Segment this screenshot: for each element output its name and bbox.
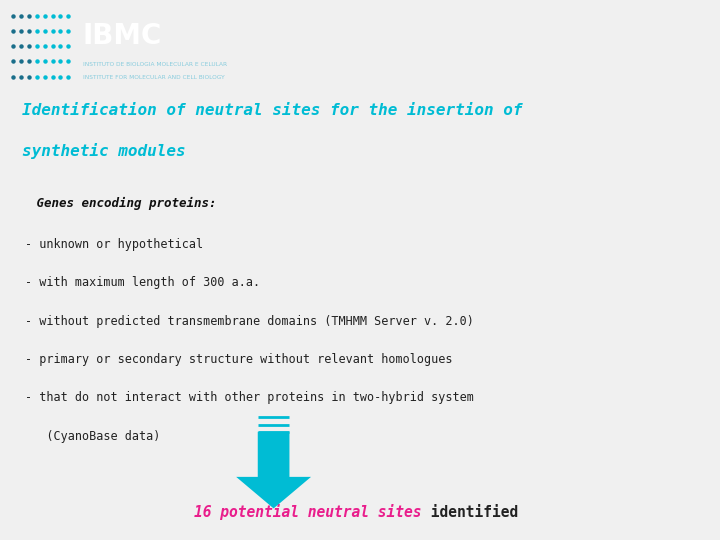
Text: - primary or secondary structure without relevant homologues: - primary or secondary structure without… (25, 353, 453, 366)
Text: INSTITUTE FOR MOLECULAR AND CELL BIOLOGY: INSTITUTE FOR MOLECULAR AND CELL BIOLOGY (83, 75, 225, 80)
Text: Genes encoding proteins:: Genes encoding proteins: (29, 197, 216, 211)
Text: - unknown or hypothetical: - unknown or hypothetical (25, 238, 203, 251)
Polygon shape (236, 432, 311, 509)
Text: IBMC: IBMC (83, 22, 162, 50)
Text: - without predicted transmembrane domains (TMHMM Server v. 2.0): - without predicted transmembrane domain… (25, 314, 474, 328)
Text: Identification of neutral sites for the insertion of: Identification of neutral sites for the … (22, 103, 522, 118)
Text: - with maximum length of 300 a.a.: - with maximum length of 300 a.a. (25, 276, 261, 289)
Text: - that do not interact with other proteins in two-hybrid system: - that do not interact with other protei… (25, 391, 474, 404)
Text: synthetic modules: synthetic modules (22, 143, 185, 159)
Text: identified: identified (422, 505, 518, 519)
Text: 16 potential neutral sites: 16 potential neutral sites (194, 504, 422, 519)
Text: (CyanoBase data): (CyanoBase data) (25, 429, 161, 442)
Text: INSTITUTO DE BIOLOGIA MOLECULAR E CELULAR: INSTITUTO DE BIOLOGIA MOLECULAR E CELULA… (83, 62, 227, 66)
